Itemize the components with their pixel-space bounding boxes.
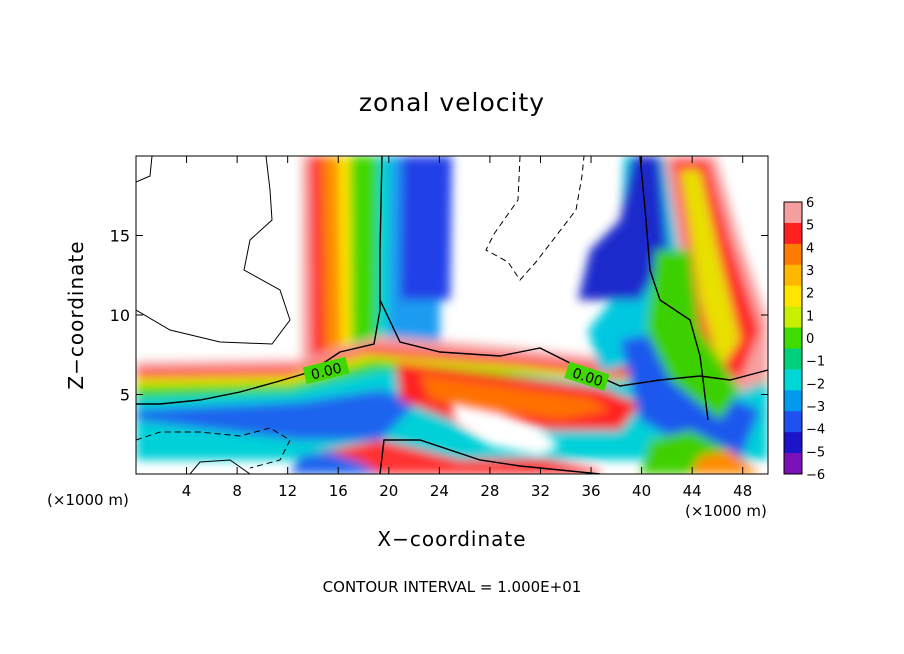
colorbar-swatch-4: [784, 285, 802, 308]
bottom-band-red: [300, 440, 600, 474]
contour-label-left: 0.00: [309, 360, 343, 383]
positive-contour-lobe: [136, 156, 291, 345]
x-tick-label-9: 40: [632, 482, 651, 500]
colorbar-label-11: −5: [806, 445, 825, 460]
colorbar-label-5: 1: [806, 309, 814, 324]
colorbar-swatch-12: [784, 453, 802, 475]
colorbar-swatch-11: [784, 432, 802, 454]
colorbar-swatch-6: [784, 327, 802, 349]
colorbar-swatch-3: [784, 264, 802, 287]
x-tick-label-2: 12: [278, 482, 297, 500]
colorbar-frame: [783, 201, 803, 475]
x-tick-label-10: 44: [683, 482, 702, 500]
colorbar-label-9: −3: [806, 400, 825, 415]
zero-contour-low: [379, 439, 601, 474]
colorbar-label-3: 3: [806, 264, 814, 279]
negative-contour-top: [485, 156, 585, 281]
velocity-field: 0.00 0.00: [136, 156, 768, 474]
chart-title: zonal velocity: [358, 88, 546, 117]
colorbar-label-2: 4: [806, 241, 814, 256]
y-axis-ticks: 5 10 15: [110, 227, 768, 405]
x-tick-label-11: 48: [733, 482, 752, 500]
x-tick-label-3: 16: [329, 482, 348, 500]
x-axis-label: X−coordinate: [377, 527, 527, 551]
y-tick-label-1: 10: [110, 306, 130, 325]
x-axis-ticks: 4 8 12 16 20 24 28 32 36 40 44 48: [182, 156, 752, 500]
right-band-yellow: [680, 170, 740, 370]
colorbar-swatch-9: [784, 390, 802, 412]
colorbar-label-6: 0: [806, 332, 814, 347]
white-pocket: [450, 402, 560, 456]
x-unit-label-right: (×1000 m): [685, 502, 767, 520]
contour-interval-note: CONTOUR INTERVAL = 1.000E+01: [322, 578, 582, 596]
colorbar-swatch-8: [784, 369, 802, 391]
colorbar-swatch-7: [784, 348, 802, 370]
colorbar-label-1: 5: [806, 219, 814, 234]
zero-contour-main: [379, 299, 768, 387]
y-tick-label-0: 5: [120, 386, 130, 405]
colorbar-swatch-2: [784, 243, 802, 266]
x-tick-label-7: 32: [531, 482, 550, 500]
x-tick-label-8: 36: [581, 482, 600, 500]
colorbar: 6 5 4 3 2 1 0 −1 −2 −3 −4 −5 −6: [783, 196, 825, 483]
x-unit-label-left: (×1000 m): [47, 491, 129, 509]
colorbar-swatch-5: [784, 306, 802, 329]
column-band-blue: [400, 156, 452, 300]
positive-contour-topleft: [136, 156, 153, 183]
x-tick-label-0: 4: [182, 482, 192, 500]
bottom-band-blue: [290, 452, 380, 474]
colorbar-swatch-10: [784, 411, 802, 433]
colorbar-label-10: −4: [806, 423, 825, 438]
colorbar-label-4: 2: [806, 287, 814, 302]
zero-contour-right: [639, 156, 709, 421]
colorbar-label-0: 6: [806, 196, 814, 211]
colorbar-swatch-1: [784, 222, 802, 245]
colorbar-swatch-0: [784, 202, 802, 224]
slab-band-orange: [420, 374, 610, 420]
x-tick-label-4: 20: [379, 482, 398, 500]
colorbar-label-7: −1: [806, 355, 825, 370]
x-tick-label-1: 8: [232, 482, 242, 500]
y-axis-label: Z−coordinate: [64, 240, 88, 390]
x-tick-label-5: 24: [430, 482, 449, 500]
x-tick-label-6: 28: [480, 482, 499, 500]
right-band-blue: [578, 156, 668, 300]
y-tick-label-2: 15: [110, 227, 130, 246]
colorbar-label-8: −2: [806, 377, 825, 392]
negative-contour-bottomleft: [136, 427, 291, 469]
positive-contour-bottom: [189, 459, 251, 474]
layer-band-blue: [136, 390, 420, 440]
colorbar-label-12: −6: [806, 468, 825, 483]
